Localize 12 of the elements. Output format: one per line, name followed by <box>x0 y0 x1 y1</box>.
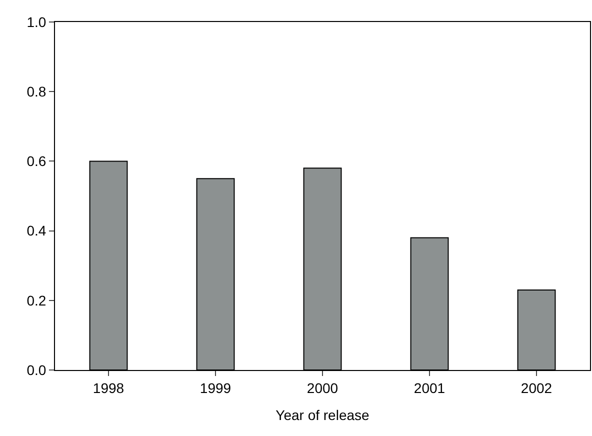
y-tick-label: 0.6 <box>26 153 46 170</box>
y-tick-label: 0.4 <box>26 222 46 239</box>
x-tick-label: 1999 <box>200 380 232 396</box>
x-axis-title: Year of release <box>276 407 370 424</box>
y-tick-label: 1.0 <box>26 14 46 30</box>
x-tick-label: 2000 <box>306 380 338 396</box>
y-tick-label: 0.0 <box>26 362 46 378</box>
y-tick-label: 0.8 <box>26 84 46 100</box>
y-tick-label: 0.2 <box>26 292 46 308</box>
x-tick-label: 2002 <box>520 380 552 396</box>
x-tick-label: 1998 <box>92 380 124 396</box>
x-tick-label: 2001 <box>414 380 446 396</box>
